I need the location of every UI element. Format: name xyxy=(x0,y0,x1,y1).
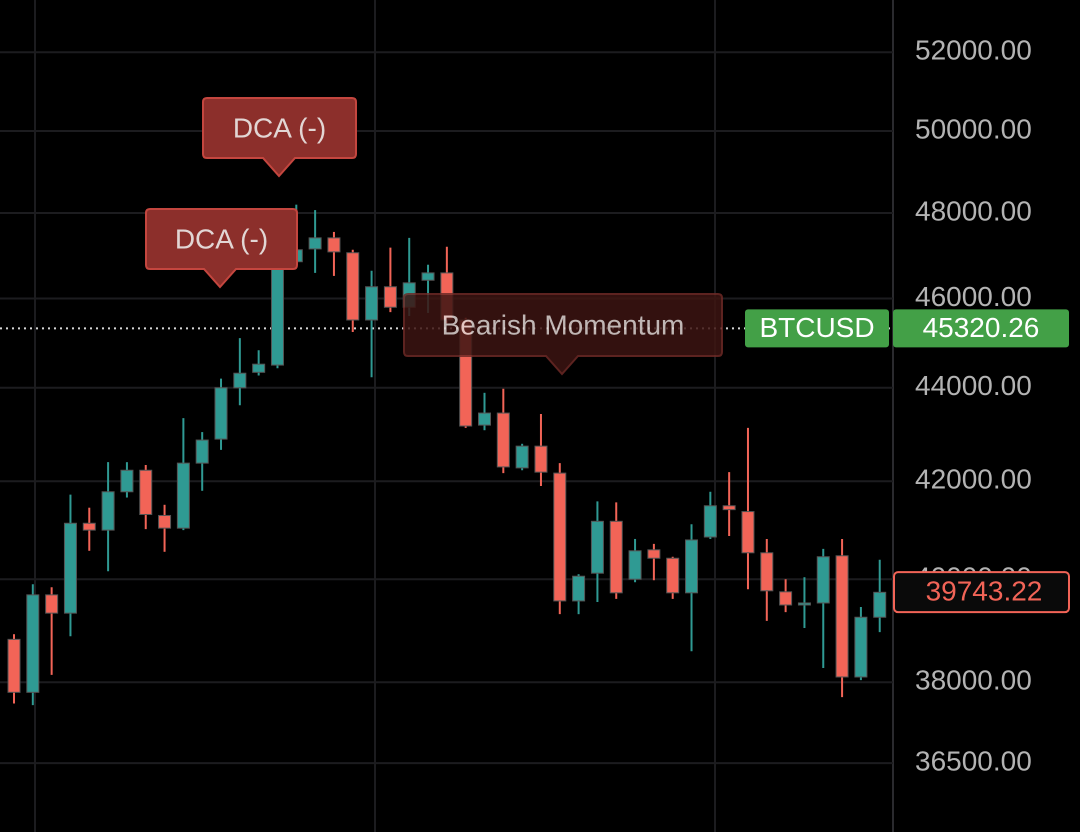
annotation-bubble xyxy=(403,293,723,376)
candle-body xyxy=(741,511,755,554)
candle-body xyxy=(609,520,623,594)
annotation: DCA (-) xyxy=(202,97,357,178)
candle-body xyxy=(873,591,887,618)
price-line-value-box xyxy=(893,309,1069,348)
price-line-value: 45320.26 xyxy=(923,312,1040,343)
annotation-bubble xyxy=(145,208,298,289)
candle-body xyxy=(835,555,849,678)
candle-body xyxy=(195,439,209,464)
candle-body xyxy=(252,363,266,373)
candle-body xyxy=(346,252,360,321)
candle-body xyxy=(722,505,736,511)
candle-body xyxy=(82,522,96,531)
candle-body xyxy=(628,550,642,580)
candle-body xyxy=(760,552,774,592)
candle-body xyxy=(515,445,529,469)
y-tick-label: 44000.00 xyxy=(915,370,1032,401)
candle-body xyxy=(421,272,435,281)
candle-body xyxy=(779,591,793,606)
y-tick-label: 36500.00 xyxy=(915,746,1032,777)
candle-body xyxy=(45,594,59,614)
candle-body xyxy=(270,262,284,366)
annotation-text: Bearish Momentum xyxy=(442,309,685,340)
y-tick-label: 46000.00 xyxy=(915,281,1032,312)
candle-body xyxy=(365,286,379,321)
candle-body xyxy=(383,286,397,308)
candle-body xyxy=(572,575,586,602)
y-tick-label: 50000.00 xyxy=(915,113,1032,144)
candle-body xyxy=(139,469,153,515)
annotation: DCA (-) xyxy=(145,208,298,289)
candle-body xyxy=(7,638,21,693)
last-price-box xyxy=(893,571,1070,614)
y-tick-label: 48000.00 xyxy=(915,195,1032,226)
candle-body xyxy=(327,237,341,253)
last-price-value: 39743.22 xyxy=(926,576,1043,607)
annotation-bubble xyxy=(202,97,357,178)
candle-body xyxy=(496,412,510,468)
candle-body xyxy=(647,549,661,559)
candle-body xyxy=(685,539,699,594)
price-line-name-box xyxy=(745,309,889,348)
candle-body xyxy=(590,520,604,574)
candle-body xyxy=(101,491,115,531)
candle-body xyxy=(534,445,548,473)
y-tick-label: 52000.00 xyxy=(915,35,1032,66)
candle-body xyxy=(703,505,717,538)
candle-body xyxy=(26,594,40,693)
annotation-text: DCA (-) xyxy=(233,112,326,143)
y-tick-label: 38000.00 xyxy=(915,665,1032,696)
candle-body xyxy=(120,469,134,493)
candle-body xyxy=(176,462,190,529)
candle-body xyxy=(308,237,322,250)
candle-body xyxy=(233,372,247,389)
candle-body xyxy=(666,557,680,594)
candle-body xyxy=(553,472,567,602)
candle-body xyxy=(63,522,77,614)
price-line-name: BTCUSD xyxy=(759,312,874,343)
annotation: Bearish Momentum xyxy=(403,293,723,376)
candle-body xyxy=(478,412,491,426)
y-tick-label: 42000.00 xyxy=(915,464,1032,495)
candle-body xyxy=(158,514,172,529)
candle-body xyxy=(816,556,830,604)
annotation-text: DCA (-) xyxy=(175,223,268,254)
time-grid xyxy=(34,0,716,832)
candle-body xyxy=(854,616,868,678)
candle-body xyxy=(797,602,811,606)
candle-body xyxy=(214,387,228,440)
